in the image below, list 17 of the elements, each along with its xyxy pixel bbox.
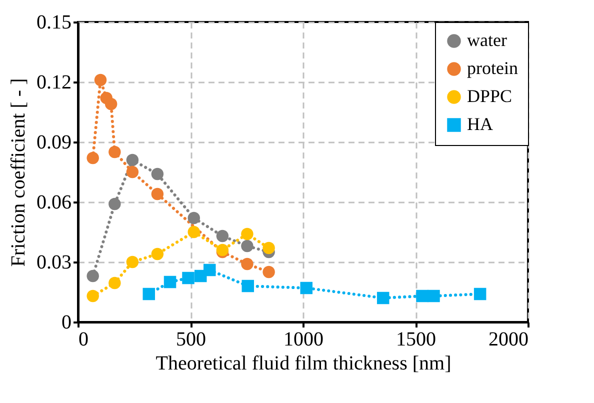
y-tick-label: 0.06 — [36, 192, 72, 214]
legend-label: water — [467, 30, 507, 50]
y-tick-label: 0 — [62, 312, 72, 334]
y-tick-label: 0.15 — [36, 12, 72, 34]
y-axis-title: Friction coefficient [ - ] — [8, 78, 30, 267]
legend-label: HA — [467, 114, 493, 134]
x-tick-label: 500 — [176, 328, 206, 350]
x-tick-label: 0 — [78, 328, 88, 350]
x-tick-label: 2000 — [488, 328, 528, 350]
y-tick-label: 0.09 — [36, 132, 72, 154]
y-tick-label: 0.12 — [36, 72, 72, 94]
x-tick-label: 1500 — [396, 328, 436, 350]
x-axis-title: Theoretical fluid film thickness [nm] — [156, 352, 452, 374]
legend-label: DPPC — [467, 86, 512, 106]
x-tick-label: 1000 — [284, 328, 324, 350]
legend-label: protein — [467, 58, 518, 78]
y-tick-label: 0.03 — [36, 252, 72, 274]
